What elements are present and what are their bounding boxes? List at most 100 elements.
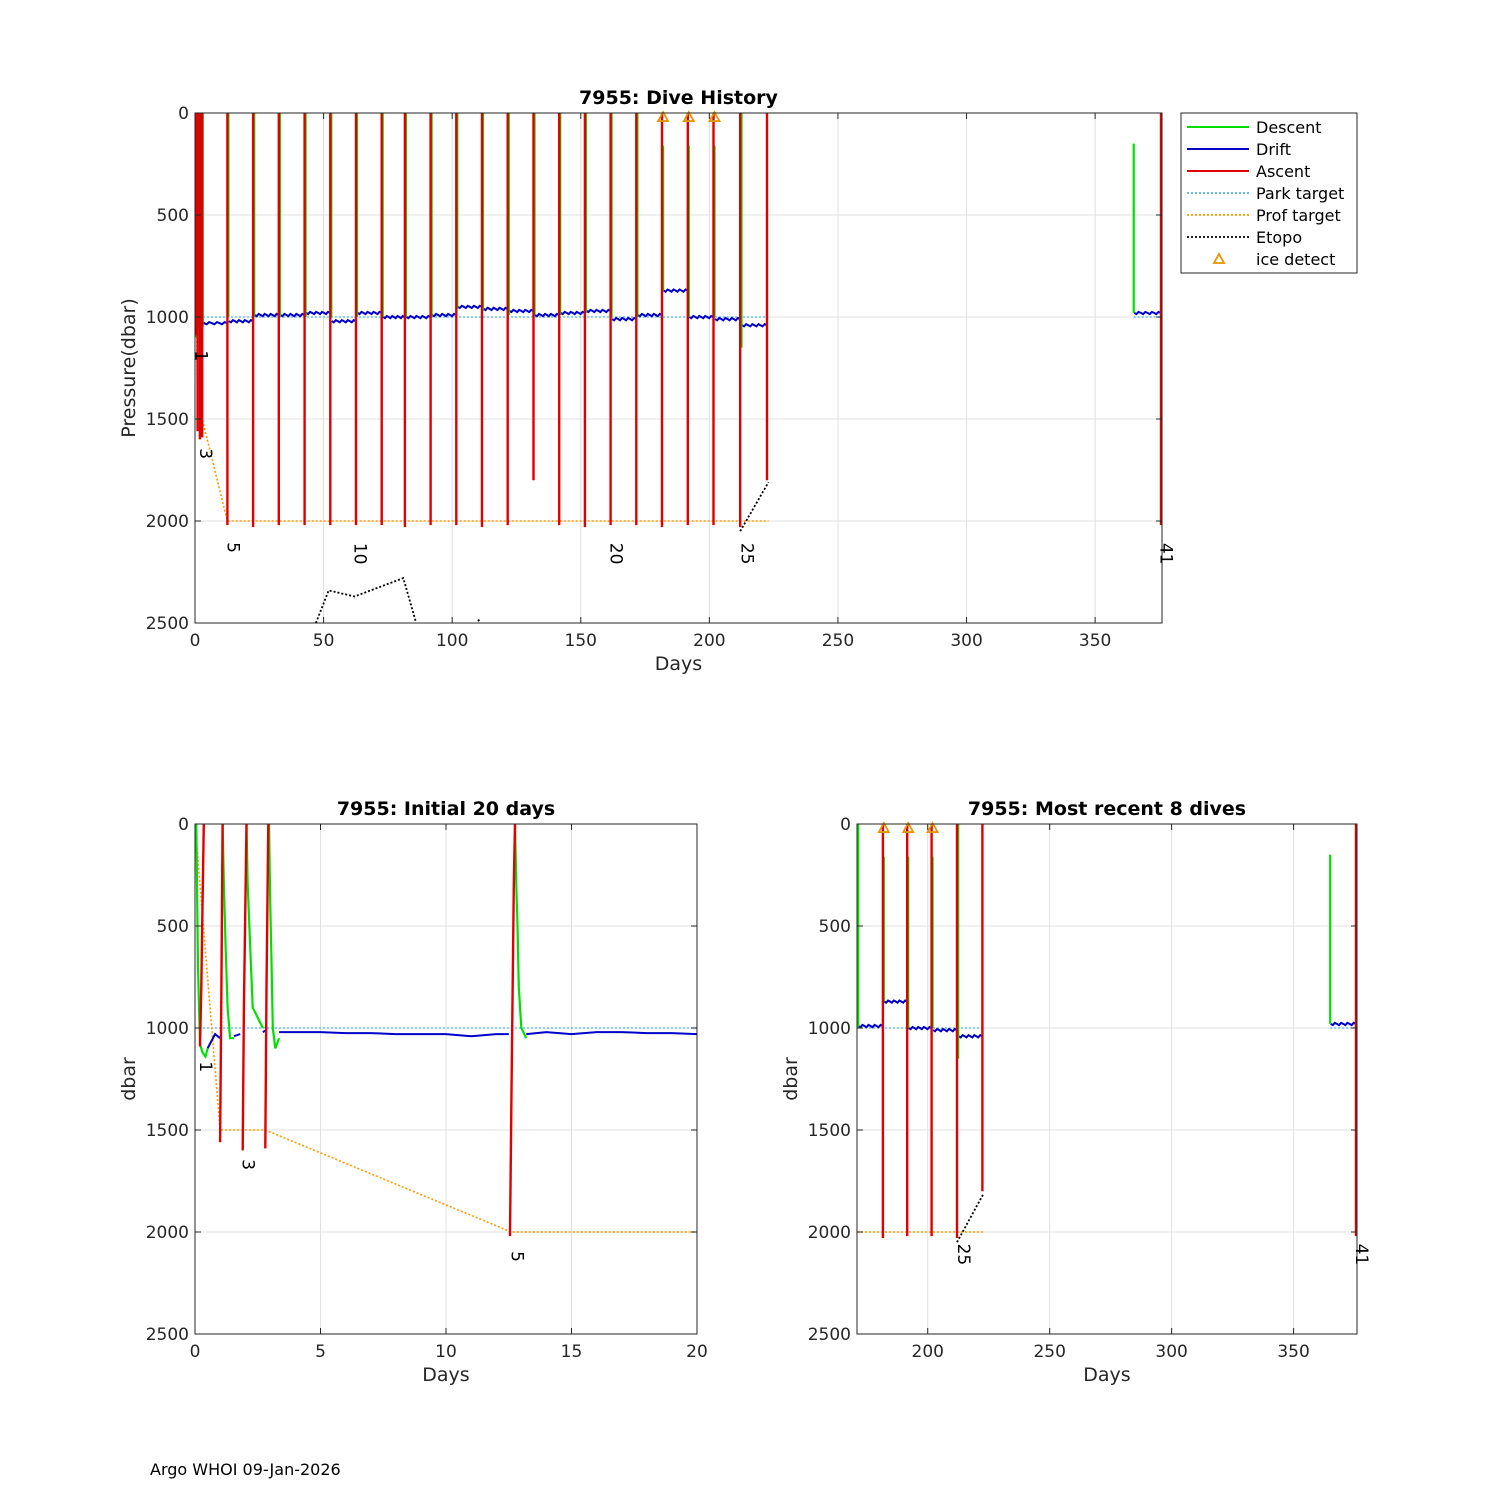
ascent-series [198, 824, 205, 1047]
legend-box [1180, 112, 1358, 274]
legend-label-park: Park target [1256, 184, 1344, 203]
x-tick-label: 350 [1079, 631, 1111, 651]
x-tick-label: 50 [313, 631, 335, 651]
x-tick-label: 300 [1155, 1342, 1187, 1362]
drift-series [431, 312, 457, 318]
drift-series [279, 1031, 509, 1038]
dive-number-label: 5 [506, 1251, 526, 1262]
legend-label-etopo: Etopo [1256, 228, 1302, 247]
drift-series [714, 316, 741, 322]
drift-series [305, 310, 331, 316]
plot-series [195, 824, 697, 1237]
legend-swatch-ice [1212, 252, 1226, 264]
ascent-series [508, 824, 517, 1237]
drift-series [457, 304, 483, 310]
y-tick-label: 2500 [146, 614, 189, 634]
x-tick-label: 20 [686, 1342, 708, 1362]
ascent-series [241, 824, 248, 1151]
drift-series [206, 1032, 221, 1049]
drift-series [279, 312, 305, 318]
drift-series [611, 316, 637, 322]
dive-number-label: 3 [238, 1159, 258, 1170]
y-tick-label: 1500 [808, 1121, 851, 1141]
y-tick-label: 500 [157, 206, 189, 226]
ice-detect-marker [682, 110, 696, 122]
etopo-line [315, 576, 418, 623]
dive-number-label: 5 [222, 542, 242, 553]
drift-series [405, 314, 431, 320]
x-tick-label: 150 [565, 631, 597, 651]
y-tick-label: 2000 [146, 1223, 189, 1243]
x-tick-label: 0 [190, 631, 201, 651]
y-tick-label: 2000 [808, 1223, 851, 1243]
x-tick-label: 15 [561, 1342, 583, 1362]
plot-series [195, 113, 1162, 623]
footer-credit: Argo WHOI 09-Jan-2026 [150, 1460, 341, 1479]
drift-series [958, 1033, 983, 1039]
y-axis-label: dbar [118, 1057, 140, 1101]
drift-series [560, 310, 586, 316]
ice-detect-marker [656, 110, 670, 122]
y-tick-label: 0 [178, 104, 189, 124]
dive-number-label: 1 [195, 1061, 215, 1072]
chart-title: 7955: Initial 20 days [337, 798, 555, 820]
initial-20-days-chart: 0 5 10 15 20 0 500 1000 1500 2000 2500 1 3 5 7955: Ini… [118, 798, 708, 1386]
x-tick-label: 100 [436, 631, 468, 651]
y-tick-label: 1000 [146, 1019, 189, 1039]
etopo-line [956, 1192, 985, 1243]
y-tick-label: 0 [178, 815, 189, 835]
dive-history-chart: 0 50 100 150 200 250 300 350 0 500 1000 1500 2000 250… [118, 87, 1176, 675]
drift-series [534, 312, 560, 318]
drift-series [688, 314, 714, 320]
drift-series [908, 1025, 932, 1031]
descent-series [513, 824, 528, 1039]
ice-detect-marker [901, 821, 915, 833]
plot-frame [856, 823, 1358, 1335]
x-tick-label: 250 [1033, 1342, 1065, 1362]
plot-series [857, 824, 1357, 1243]
dive-number-label: 3 [195, 448, 215, 459]
ascent-series [264, 824, 270, 1149]
dive-number-label: 20 [605, 543, 625, 565]
drift-series [228, 318, 254, 324]
legend: Descent Drift Ascent Park target Prof target… [1180, 112, 1358, 274]
legend-label-ice: ice detect [1256, 250, 1335, 269]
y-tick-label: 2500 [808, 1325, 851, 1345]
drift-series [233, 1033, 241, 1038]
y-tick-label: 1000 [808, 1019, 851, 1039]
dive-number-label: 10 [349, 543, 369, 565]
x-tick-label: 350 [1277, 1342, 1309, 1362]
descent-series [245, 824, 264, 1029]
legend-label-ascent: Ascent [1256, 162, 1310, 181]
dive-number-label: 25 [953, 1244, 973, 1266]
x-axis-label: Days [1083, 1364, 1130, 1386]
drift-series [508, 308, 534, 314]
x-tick-label: 0 [190, 1342, 201, 1362]
x-tick-label: 200 [693, 631, 725, 651]
plot-area [195, 113, 1162, 623]
ice-detect-marker [707, 110, 722, 122]
x-tick-label: 250 [822, 631, 854, 651]
drift-series [483, 306, 508, 312]
legend-label-descent: Descent [1256, 118, 1322, 137]
etopo-line [739, 481, 770, 532]
drift-series [883, 999, 908, 1005]
plot-frame [194, 112, 1163, 624]
etopo-line [477, 618, 482, 622]
x-tick-label: 200 [912, 1342, 944, 1362]
dive-number-label: 25 [737, 543, 757, 565]
y-axis-label: Pressure(dbar) [118, 298, 140, 438]
dive-number-label: 1 [191, 350, 211, 361]
x-tick-label: 5 [315, 1342, 326, 1362]
y-tick-label: 500 [157, 917, 189, 937]
x-tick-label: 300 [950, 631, 982, 651]
x-tick-label: 10 [435, 1342, 457, 1362]
y-tick-label: 1000 [146, 308, 189, 328]
y-tick-label: 2000 [146, 512, 189, 532]
drift-series [526, 1031, 697, 1036]
drift-series [382, 314, 406, 320]
x-axis-label: Days [422, 1364, 469, 1386]
legend-label-prof: Prof target [1256, 206, 1341, 225]
chart-title: 7955: Dive History [579, 87, 778, 109]
y-axis-label: dbar [780, 1057, 802, 1101]
